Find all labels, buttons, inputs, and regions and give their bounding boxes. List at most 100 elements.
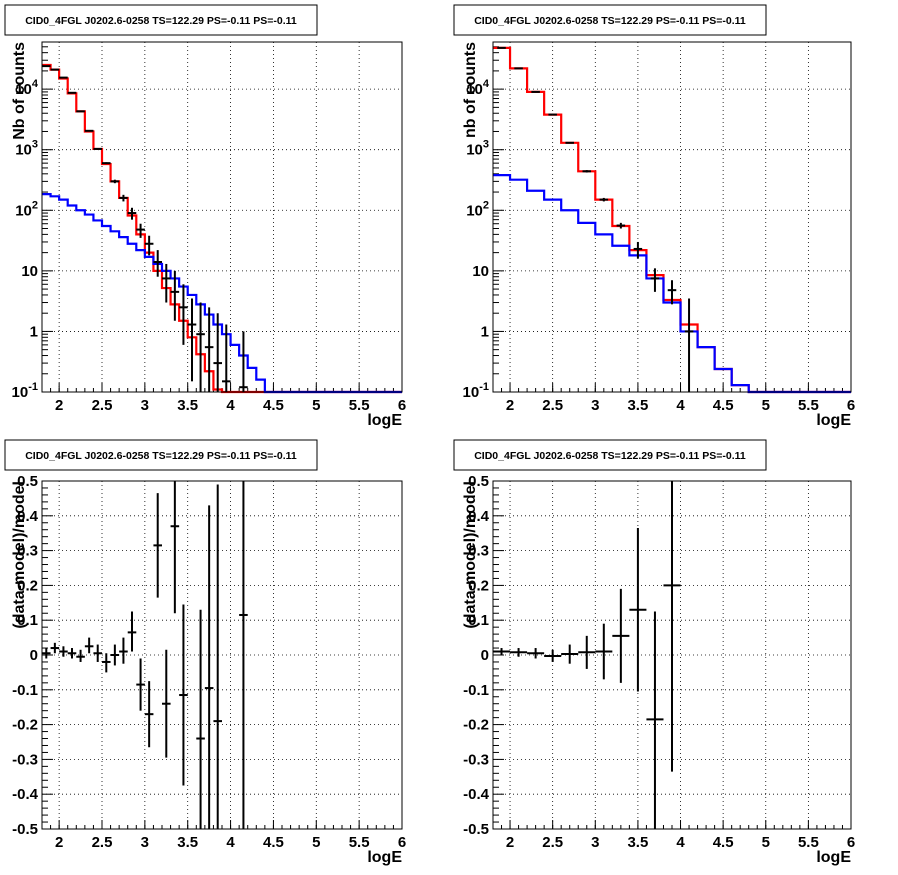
- data-point: [153, 493, 162, 598]
- y-tick-label: 0.4: [468, 508, 490, 525]
- x-tick-label: 5: [762, 834, 770, 851]
- x-axis-label: logE: [367, 849, 402, 866]
- data-point: [222, 324, 231, 392]
- x-tick-label: 5.5: [349, 397, 370, 414]
- y-tick-label: -0.1: [12, 682, 38, 699]
- data-point: [102, 653, 111, 673]
- data-point: [153, 250, 162, 277]
- data-point: [144, 235, 154, 256]
- y-tick-label: 10-1: [463, 381, 489, 401]
- y-tick-label: 0.3: [468, 543, 489, 560]
- data-point: [110, 644, 120, 666]
- data-point: [67, 648, 77, 659]
- plot-frame: [492, 41, 852, 393]
- y-tick-label: -0.3: [463, 751, 489, 768]
- x-tick-label: 3.5: [627, 397, 648, 414]
- y-tick-label: 102: [15, 199, 38, 219]
- data-point: [144, 681, 154, 748]
- x-tick-label: 4: [676, 834, 685, 851]
- data-point: [239, 481, 248, 829]
- data-point: [196, 609, 205, 829]
- x-tick-label: 6: [398, 397, 406, 414]
- data-point: [170, 270, 180, 321]
- x-tick-label: 2.5: [92, 834, 113, 851]
- y-tick-label: 104: [15, 78, 39, 98]
- x-tick-label: 2: [55, 834, 63, 851]
- y-tick-label: -0.2: [463, 717, 489, 734]
- data-point: [510, 648, 528, 657]
- x-tick-label: 2.5: [542, 834, 563, 851]
- y-tick-label: 0: [30, 647, 38, 664]
- y-tick-label: 10: [21, 263, 38, 280]
- y-tick-label: -0.4: [463, 786, 490, 803]
- x-tick-label: 2: [55, 397, 63, 414]
- chart-title-box: [4, 4, 318, 36]
- y-axis-label: (data-model)/model: [462, 481, 479, 629]
- data-point: [162, 649, 171, 758]
- x-tick-label: 2.5: [542, 397, 563, 414]
- x-tick-label: 2: [506, 397, 514, 414]
- data-point: [59, 646, 68, 657]
- x-tick-label: 3: [141, 397, 149, 414]
- chart-panel-1: CID0_4FGL J0202.6-0258 TS=122.29 PS=-0.1…: [4, 4, 406, 429]
- data-point: [646, 611, 664, 829]
- x-tick-label: 3: [591, 834, 599, 851]
- data-point: [493, 648, 511, 655]
- x-axis-label: logE: [816, 412, 851, 429]
- chart-panel-4: CID0_4FGL J0202.6-0258 TS=122.29 PS=-0.1…: [453, 439, 855, 866]
- x-tick-label: 3.5: [177, 834, 198, 851]
- x-tick-label: 4: [226, 834, 235, 851]
- chart-title-box: [4, 439, 318, 471]
- data-point: [684, 298, 694, 392]
- plot-frame: [492, 480, 852, 830]
- data-point: [565, 141, 574, 144]
- data-point: [663, 481, 681, 772]
- data-point: [136, 658, 145, 711]
- data-point: [110, 179, 120, 184]
- y-tick-label: 0.1: [468, 612, 489, 629]
- data-point: [544, 649, 562, 662]
- x-tick-label: 5: [312, 397, 320, 414]
- x-tick-label: 4: [676, 397, 685, 414]
- data-point: [612, 588, 630, 683]
- y-tick-label: 102: [466, 199, 489, 219]
- y-tick-label: 103: [15, 139, 38, 159]
- data-point: [179, 284, 188, 345]
- data-point: [204, 505, 214, 829]
- data-point: [196, 302, 205, 392]
- data-point: [204, 307, 214, 392]
- y-tick-label: 0: [481, 647, 489, 664]
- data-point: [127, 207, 137, 220]
- data-point: [633, 241, 643, 259]
- x-tick-label: 4.5: [713, 834, 734, 851]
- chart-title-box: [453, 439, 767, 471]
- y-tick-label: 0.2: [468, 577, 489, 594]
- data-point: [187, 298, 197, 382]
- x-tick-label: 3: [591, 397, 599, 414]
- data-point: [76, 649, 85, 662]
- y-tick-label: -0.5: [463, 821, 489, 838]
- x-tick-label: 4.5: [263, 834, 284, 851]
- chart-title: CID0_4FGL J0202.6-0258 TS=122.29 PS=-0.1…: [474, 15, 746, 27]
- x-tick-label: 6: [847, 397, 855, 414]
- data-point: [179, 604, 188, 786]
- data-point: [213, 313, 222, 392]
- data-point: [239, 331, 248, 392]
- y-tick-label: 103: [466, 139, 489, 159]
- y-tick-label: 0.3: [17, 543, 38, 560]
- y-tick-label: 0.4: [17, 508, 39, 525]
- data-point: [76, 110, 85, 113]
- data-point: [595, 623, 613, 680]
- y-axis-label: (data-model)/model: [11, 481, 28, 629]
- data-point: [616, 222, 626, 229]
- data-point: [42, 648, 51, 659]
- x-tick-label: 4: [226, 397, 235, 414]
- x-tick-label: 2: [506, 834, 514, 851]
- data-point: [42, 65, 51, 68]
- data-point: [93, 644, 102, 662]
- x-tick-label: 6: [398, 834, 406, 851]
- y-tick-label: 0.1: [17, 612, 38, 629]
- plot-frame: [41, 480, 403, 830]
- chart-title: CID0_4FGL J0202.6-0258 TS=122.29 PS=-0.1…: [25, 15, 297, 27]
